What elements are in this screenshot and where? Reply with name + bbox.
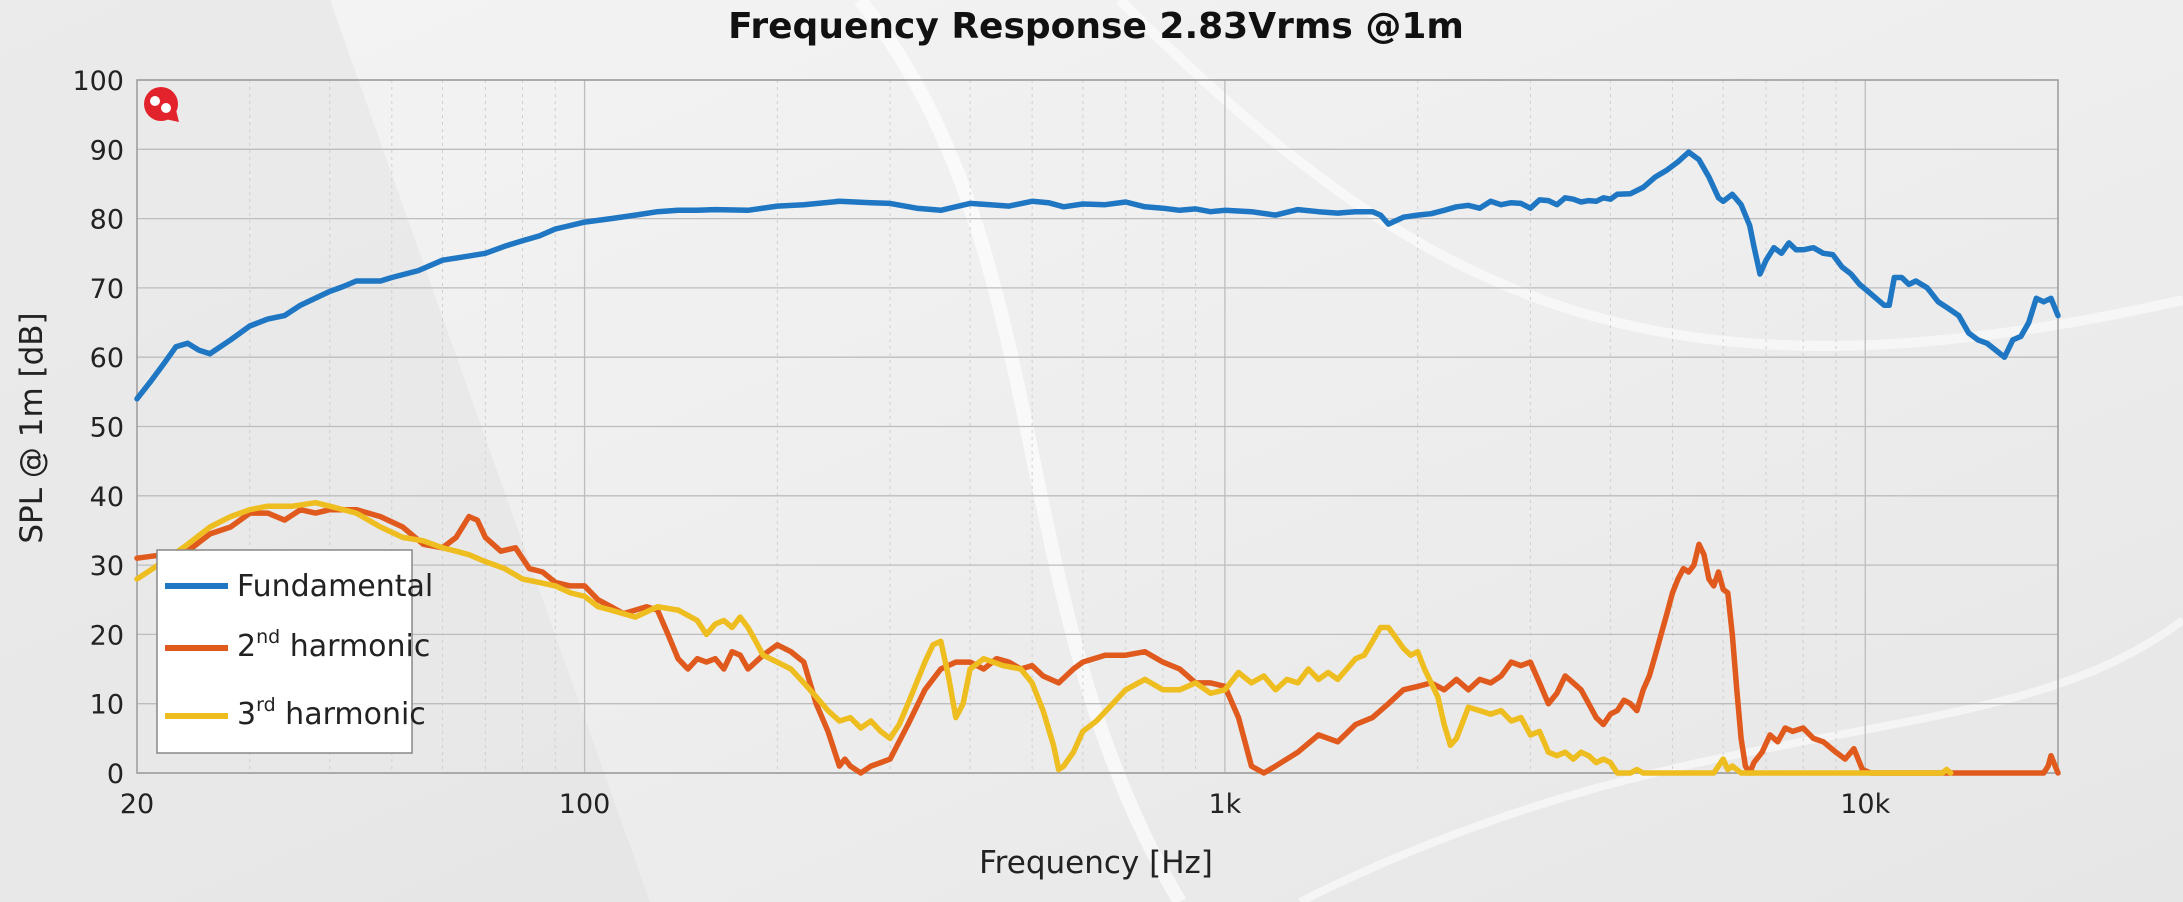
- y-tick-label: 20: [90, 620, 124, 651]
- legend-label: 3rd harmonic: [237, 694, 426, 732]
- y-tick-label: 0: [107, 759, 124, 790]
- legend-entry-fundamental: Fundamental: [165, 569, 433, 604]
- series-layer: [134, 149, 2061, 776]
- y-tick-label: 50: [90, 413, 124, 444]
- chart-title: Frequency Response 2.83Vrms @1m: [728, 6, 1464, 47]
- x-tick-label: 1k: [1208, 789, 1241, 820]
- y-tick-labels: 0 10 20 30 40 50 60 70 80 90 100: [72, 66, 124, 790]
- y-tick-label: 30: [90, 551, 124, 582]
- series-line-fundamental: [134, 149, 2061, 402]
- plot-area: [136, 79, 2059, 774]
- y-tick-label: 100: [72, 66, 124, 97]
- y-tick-label: 60: [90, 343, 124, 374]
- red-dot-logo-icon: [144, 87, 179, 122]
- legend: Fundamental 2nd harmonic 3rd harmonic: [156, 549, 433, 754]
- x-tick-labels: 20 100 1k 10k: [120, 789, 1891, 820]
- y-tick-label: 80: [90, 205, 124, 236]
- series-line-2nd-harmonic: [134, 506, 2061, 776]
- x-tick-label: 100: [559, 789, 611, 820]
- y-axis-label: SPL @ 1m [dB]: [14, 312, 50, 543]
- legend-entry-2nd-harmonic: 2nd harmonic: [165, 626, 430, 664]
- x-axis-label: Frequency [Hz]: [979, 845, 1213, 881]
- legend-label: Fundamental: [237, 569, 433, 604]
- legend-entry-3rd-harmonic: 3rd harmonic: [165, 694, 426, 732]
- series-line-3rd-harmonic: [134, 499, 1954, 776]
- y-tick-label: 10: [90, 690, 124, 721]
- y-tick-label: 70: [90, 274, 124, 305]
- y-tick-label: 40: [90, 482, 124, 513]
- x-tick-label: 20: [120, 789, 154, 820]
- legend-label: 2nd harmonic: [237, 626, 430, 664]
- x-tick-label: 10k: [1840, 789, 1890, 820]
- y-tick-label: 90: [90, 135, 124, 166]
